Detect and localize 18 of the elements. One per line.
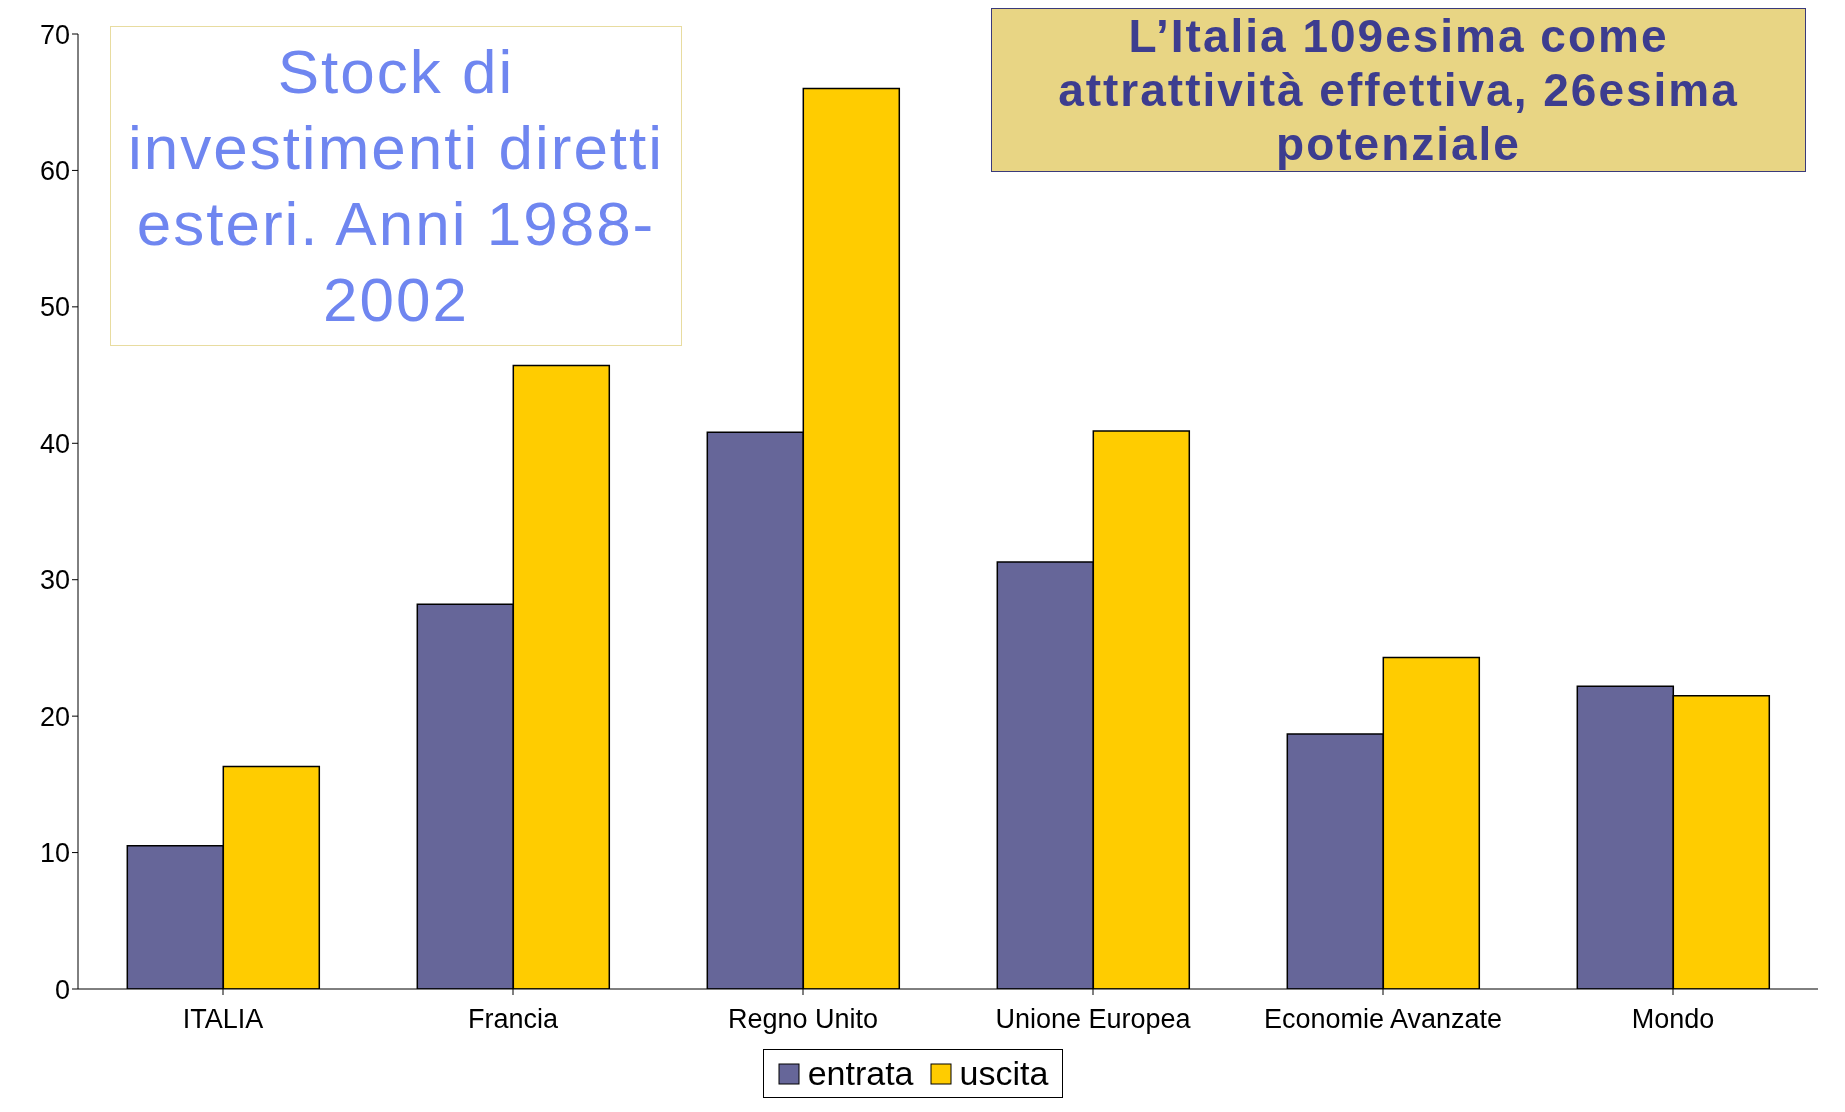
y-tick-label: 70 xyxy=(39,19,70,50)
y-tick-label: 40 xyxy=(39,428,70,459)
y-tick-label: 30 xyxy=(39,565,70,596)
text: Stock di investimenti diretti esteri. Anni 1988-2002 xyxy=(110,26,682,346)
x-tick-label: Mondo xyxy=(1631,1004,1715,1035)
legend-label: entrata xyxy=(806,1054,914,1093)
y-tick-label: 50 xyxy=(39,292,70,323)
y-tick-label: 0 xyxy=(54,974,70,1005)
x-tick-label: Francia xyxy=(467,1004,559,1035)
annotation: L’Italia 109esima come attrattività effettiva, 26esima potenziale xyxy=(991,8,1806,172)
x-tick-label: Unione Europea xyxy=(995,1004,1192,1035)
y-tick-label: 60 xyxy=(39,156,70,187)
y-tick-label: 10 xyxy=(39,838,70,869)
x-tick-label: Regno Unito xyxy=(727,1004,879,1035)
legend-label: uscita xyxy=(958,1054,1049,1093)
y-tick-label: 20 xyxy=(39,701,70,732)
x-tick-label: Economie Avanzate xyxy=(1263,1004,1503,1035)
x-tick-label: ITALIA xyxy=(182,1004,264,1035)
